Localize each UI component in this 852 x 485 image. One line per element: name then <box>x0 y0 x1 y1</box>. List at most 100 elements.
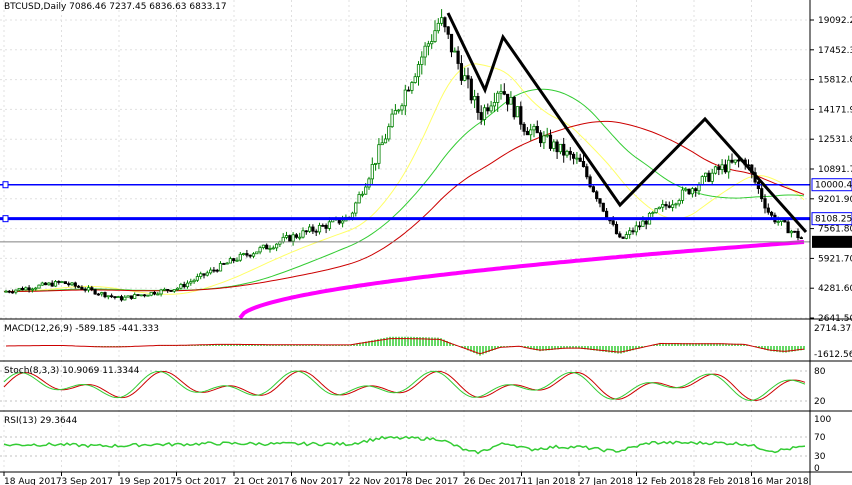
horizontal-levels: 10000.41 8108.25 6833.17 <box>0 178 852 248</box>
candle-body <box>159 289 163 295</box>
candle-body <box>598 198 602 204</box>
candle-body <box>416 64 421 78</box>
candle-body <box>367 178 371 188</box>
candle-body <box>618 233 622 238</box>
candle-body <box>400 105 404 111</box>
candle-body <box>110 295 114 298</box>
candle-body <box>20 287 25 291</box>
candle-body <box>496 92 500 103</box>
time-tick-label: 11 Jan 2018 <box>522 477 576 485</box>
candle-body <box>502 91 506 95</box>
candle-body <box>90 287 94 291</box>
candle-body <box>199 273 203 277</box>
candle-body <box>601 202 605 212</box>
candle-body <box>793 230 797 233</box>
candle-body <box>357 194 361 204</box>
candle-body <box>469 78 473 101</box>
time-tick-label: 27 Jan 2018 <box>579 477 633 485</box>
candle-body <box>727 159 731 173</box>
candle-body <box>27 287 31 291</box>
candle-body <box>644 220 648 225</box>
candle-body <box>700 176 704 186</box>
time-axis: 18 Aug 2017 3 Sep 2017 19 Sep 2017 5 Oct 20… <box>3 472 809 485</box>
candle-body <box>139 294 143 297</box>
candle-body <box>733 159 737 163</box>
candle-body <box>565 150 569 156</box>
candle-body <box>443 17 447 28</box>
candle-body <box>288 235 292 242</box>
candle-body <box>218 263 223 272</box>
candle-body <box>651 212 655 214</box>
candle-body <box>423 45 427 58</box>
candle-body <box>624 234 629 239</box>
candle-body <box>298 236 302 239</box>
candle-body <box>505 93 510 105</box>
candle-body <box>291 234 295 242</box>
candle-body <box>235 259 239 262</box>
stoch-label: Stoch(8,3,3) 10.9069 11.3344 <box>4 366 140 376</box>
candle-body <box>456 50 460 64</box>
candle-body <box>558 143 563 153</box>
candle-body <box>245 253 249 256</box>
candle-body <box>522 123 526 132</box>
price-tick-label: 9201.90 <box>818 195 852 205</box>
candle-body <box>208 269 213 274</box>
candle-body <box>410 82 414 91</box>
candle-body <box>406 89 411 92</box>
candle-body <box>796 230 800 239</box>
candle-body <box>169 290 173 292</box>
candle-body <box>459 63 464 81</box>
candle-body <box>492 102 497 107</box>
candle-body <box>403 89 407 107</box>
candle-body <box>268 247 272 250</box>
time-tick-label: 28 Feb 2018 <box>694 477 750 485</box>
candle-body <box>364 186 368 195</box>
candle-body <box>380 142 384 146</box>
rsi-level-0-label: 0 <box>814 464 820 474</box>
candle-body <box>63 281 67 285</box>
candle-body <box>591 186 596 193</box>
candle-body <box>426 43 431 47</box>
time-tick-label: 22 Nov 2017 <box>349 477 407 485</box>
candle-body <box>274 243 279 249</box>
candle-body <box>555 141 559 153</box>
candle-body <box>172 289 176 292</box>
candle-body <box>548 134 553 149</box>
candle-body <box>674 203 678 206</box>
candle-body <box>248 254 252 257</box>
candle-body <box>581 161 586 168</box>
candle-body <box>789 230 794 234</box>
candle-body <box>304 230 308 233</box>
candle-body <box>255 251 259 255</box>
candle-body <box>595 191 599 200</box>
macd-scale-top: 2714.373 <box>814 324 852 334</box>
candle-body <box>737 159 741 162</box>
candle-body <box>281 236 285 243</box>
price-tick-label: 14171.90 <box>818 105 852 115</box>
candle-body <box>136 294 140 296</box>
candle-body <box>156 293 160 296</box>
candle-body <box>453 50 457 53</box>
macd-scale-bottom: -1612.561 <box>814 350 852 360</box>
time-tick-label: 16 Mar 2018 <box>752 477 809 485</box>
candle-body <box>720 164 724 170</box>
candle-body <box>413 76 417 83</box>
candle-body <box>661 204 665 208</box>
candle-body <box>261 244 266 249</box>
price-tick-label: 5921.70 <box>818 254 852 264</box>
candle-body <box>611 220 615 225</box>
candle-body <box>588 176 592 188</box>
candle-body <box>83 288 87 291</box>
candle-body <box>420 56 424 65</box>
candle-body <box>152 291 157 295</box>
candle-body <box>241 253 246 255</box>
candle-body <box>129 295 133 299</box>
candle-body <box>512 96 516 118</box>
candle-body <box>446 26 450 35</box>
candle-body <box>327 221 332 229</box>
candle-body <box>760 188 764 200</box>
candle-body <box>4 290 8 293</box>
main-price-panel: 10000.41 8108.25 6833.17 BTCUSD,Daily 7086… <box>0 2 852 320</box>
candle-body <box>687 188 691 195</box>
